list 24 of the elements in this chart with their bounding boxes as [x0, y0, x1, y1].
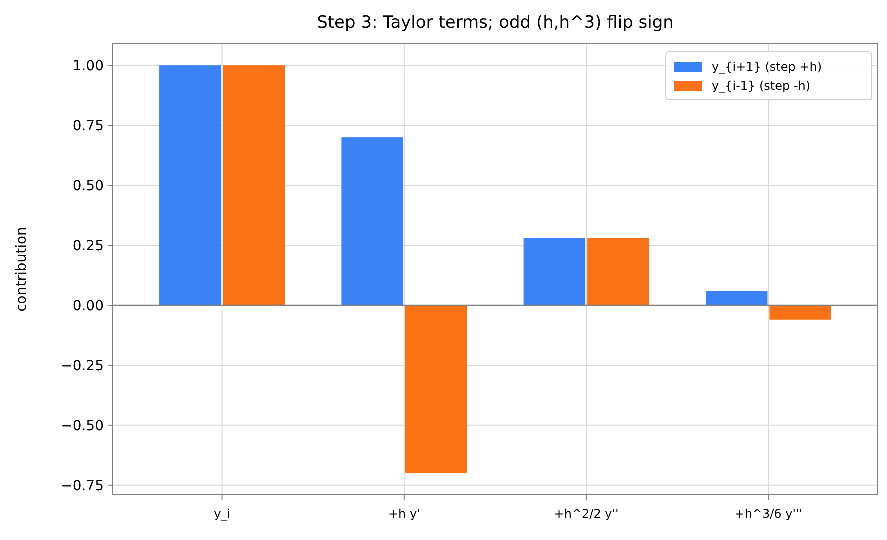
bar — [524, 238, 586, 306]
x-tick-label: +h y' — [388, 507, 420, 521]
bar — [405, 305, 468, 474]
x-tick-label: +h^2/2 y'' — [554, 507, 619, 521]
x-tick-label: +h^3/6 y''' — [734, 507, 803, 521]
y-tick-label: 0.75 — [72, 118, 104, 134]
legend-label: y_{i+1} (step +h) — [712, 60, 822, 74]
bar — [588, 238, 650, 306]
legend-label: y_{i-1} (step -h) — [712, 79, 811, 94]
bar — [160, 66, 222, 306]
bar — [770, 305, 832, 320]
y-tick-label: −0.50 — [61, 418, 104, 434]
bar — [342, 138, 404, 306]
y-tick-label: 1.00 — [72, 58, 104, 74]
y-tick-label: 0.50 — [72, 178, 104, 194]
x-tick-label: y_i — [214, 507, 231, 521]
bar — [706, 291, 768, 306]
y-tick-label: −0.25 — [61, 358, 104, 374]
y-tick-label: −0.75 — [61, 478, 104, 494]
bar — [223, 66, 286, 306]
y-tick-label: 0.25 — [72, 238, 104, 254]
chart-title: Step 3: Taylor terms; odd (h,h^3) flip sign — [317, 13, 674, 33]
y-tick-label: 0.00 — [72, 298, 104, 314]
y-axis-title: contribution — [14, 227, 30, 312]
